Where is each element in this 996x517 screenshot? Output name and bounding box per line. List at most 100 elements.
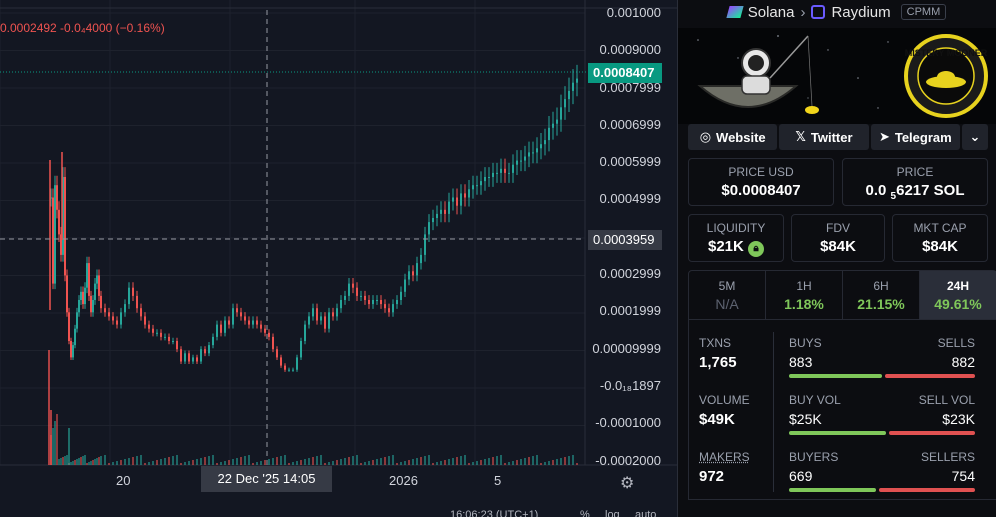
candle-body [68,312,70,341]
volume-bar [108,463,110,465]
volume-bar [396,463,398,465]
liquidity-value: $21K 🔒︎ [689,238,783,257]
volume-bar [524,458,526,465]
candle-body [508,173,510,174]
volume-bar [460,456,462,465]
price-usd-label: PRICE USD [689,165,833,179]
volume-bar [236,458,238,465]
volume-bar [356,455,358,465]
candle-body [324,316,326,328]
candle-body [328,312,330,328]
volume-bar [272,458,274,465]
candle-body [456,198,458,206]
ohlc-readout: 0.0002492 -0.0₄4000 (−0.16%) [0,21,165,35]
price-sol-value: 0.0 56217 SOL [843,182,987,202]
candle-body [54,185,56,283]
volume-bar [200,458,202,465]
bobber [805,106,819,114]
candle-body [364,296,366,300]
candle-body [536,148,538,152]
candle-body [400,292,402,300]
candle-body [416,263,418,275]
candle-body [360,296,362,297]
candle-body [432,218,434,222]
volume-bar [544,462,546,465]
candle-body [384,304,386,308]
website-label: Website [716,130,766,145]
volume-bar [224,461,226,465]
trade-stats: TXNS 1,765 BUYS SELLS 883 882 VOLUME $49K BU… [688,320,996,500]
volume-bar [512,461,514,465]
candle-body [116,321,118,325]
volume-bar [540,463,542,465]
price-axis-label: -0.0002000 [595,453,661,468]
lock-icon: 🔒︎ [748,241,764,257]
candle-body [268,333,270,337]
txns-value: 1,765 [699,354,737,371]
candle-body [316,308,318,320]
chain-link[interactable]: Solana [748,4,795,21]
fdv-label: FDV [792,221,884,235]
candle-body [484,177,486,181]
tab-1h[interactable]: 1H 1.18% [766,271,843,319]
candle-body [92,300,94,312]
candle-body [66,275,68,312]
chart-canvas[interactable] [0,0,677,517]
tab-24h[interactable]: 24H 49.61% [920,271,996,319]
candle-body [148,325,150,329]
percent-toggle[interactable]: % [580,509,590,517]
volume-bar [252,463,254,465]
candle-body [70,341,72,357]
candle-body [220,325,222,333]
volume-bar [124,459,126,465]
candle-body [368,300,370,304]
volume-bar [100,456,102,465]
volume-bar [86,463,88,465]
candle-body [72,345,74,357]
volume-bar [576,463,578,465]
chart-settings-gear-icon[interactable]: ⚙ [620,473,634,493]
candle-body [236,308,238,312]
log-toggle[interactable]: log [605,509,620,517]
volume-bar [120,460,122,465]
auto-toggle[interactable]: auto [635,509,656,517]
candle-body [208,345,210,353]
dex-link[interactable]: Raydium [831,4,890,21]
candle-body [424,234,426,255]
volume-bar [104,455,106,465]
volume-bar [468,463,470,465]
volume-bar [296,461,298,465]
volume-bar [408,460,410,465]
liquidity-label: LIQUIDITY [689,221,783,235]
volume-bar [62,457,64,465]
social-links: ◎ Website 𝕏 Twitter ➤ Telegram ⌄ [688,124,988,150]
candle-body [296,357,298,369]
candle-body [76,312,78,328]
crosshair-price-tag: 0.0003959 [588,230,662,250]
volume-bar [228,460,230,465]
volume-bar [416,458,418,465]
volume-bar [336,460,338,465]
solana-icon [726,6,743,18]
price-chart[interactable]: 0.0002492 -0.0₄4000 (−0.16%) 0.001000 0.… [0,0,677,517]
candle-body [240,312,242,316]
more-links-button[interactable]: ⌄ [962,124,988,150]
tab-5m[interactable]: 5M N/A [689,271,766,319]
volume-bar [54,421,56,465]
candle-body [124,304,126,312]
price-axis-label: -0.0001000 [595,415,661,430]
candle-body [232,308,234,324]
twitter-button[interactable]: 𝕏 Twitter [779,124,868,150]
website-button[interactable]: ◎ Website [688,124,777,150]
fishing-rod [770,36,808,78]
tab-6h[interactable]: 6H 21.15% [843,271,920,319]
price-usd-card: PRICE USD $0.0008407 [688,158,834,206]
telegram-button[interactable]: ➤ Telegram [871,124,960,150]
price-axis-label: 0.0002999 [600,266,661,281]
x-icon: 𝕏 [795,129,805,145]
candle-body [440,210,442,214]
breadcrumb: Solana › Raydium CPMM [678,0,996,24]
candle-body [500,169,502,173]
candle-body [248,321,250,325]
volume-bar [168,457,170,465]
